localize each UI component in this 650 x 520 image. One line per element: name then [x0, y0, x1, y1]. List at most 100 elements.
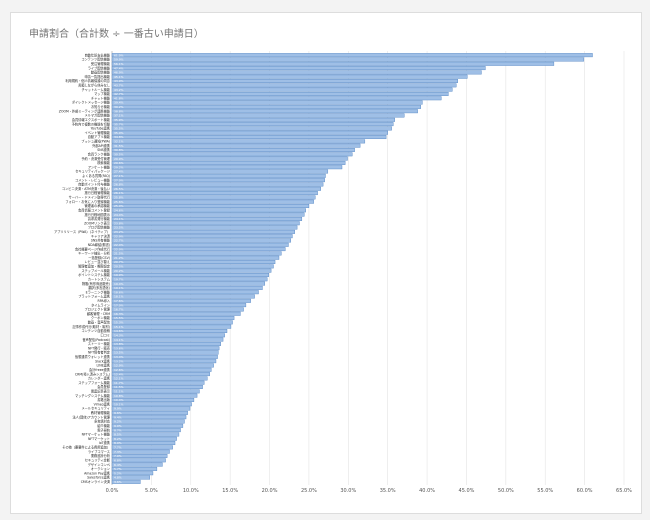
x-tick-label: 55.0% — [537, 488, 553, 494]
category-label: ステップフォーム機能 — [78, 380, 111, 385]
category-label: 旅行日程地図表示 — [85, 212, 111, 217]
bar — [111, 160, 346, 165]
category-label: コンテンツ配信機能 — [81, 57, 110, 62]
bar-value-label: 27.1% — [114, 174, 124, 178]
category-label: 会員ランク機能 — [88, 151, 111, 156]
category-label: ポイントシステム機能 — [78, 272, 111, 277]
bar-value-label: 22.9% — [114, 234, 124, 238]
bar-value-label: 16.7% — [114, 308, 124, 312]
x-tick-label: 20.0% — [262, 488, 278, 494]
category-label: 顧客管理・CRM — [87, 311, 110, 316]
bar — [111, 122, 394, 127]
bar — [111, 182, 324, 187]
bar — [111, 173, 326, 178]
bar-value-label: 6.4% — [114, 463, 122, 467]
bar — [111, 432, 180, 437]
category-label: クーポン機能 — [91, 315, 111, 320]
bar-value-label: 25.0% — [114, 204, 124, 208]
bar-value-label: 21.5% — [114, 252, 124, 256]
bar-value-label: 17.0% — [114, 303, 124, 307]
category-label: プラットフォーム連携 — [78, 294, 110, 299]
bar — [111, 350, 219, 355]
bar-value-label: 8.0% — [114, 441, 122, 445]
bar — [111, 428, 181, 433]
category-label: 検索機能 — [97, 160, 111, 165]
bar — [111, 272, 269, 277]
x-tick-label: 15.0% — [222, 488, 238, 494]
bar-value-label: 12.4% — [114, 372, 124, 376]
category-label: レビュー並び替え — [85, 259, 111, 264]
category-label: チャット機能 — [91, 95, 111, 100]
category-label: 会計freee連携 — [89, 367, 110, 372]
category-label: 会社概要ページ作成代行 — [75, 246, 111, 251]
category-label: アンケート機能 — [88, 164, 111, 169]
category-label: NFTマーケット機能 — [82, 432, 111, 437]
bar-value-label: 10.8% — [114, 394, 124, 398]
bar — [111, 397, 195, 402]
category-label: Slack連携 — [95, 358, 110, 363]
bar — [111, 91, 449, 96]
bar — [111, 208, 306, 213]
bar-value-label: 17.6% — [114, 299, 124, 303]
category-label: 教材管理機能 — [91, 410, 111, 415]
bar — [111, 212, 305, 217]
category-label: 請求書発行機能 — [88, 216, 111, 221]
bar — [111, 234, 293, 239]
bar — [111, 475, 151, 480]
bar — [111, 191, 318, 196]
x-tick-label: 65.0% — [616, 488, 632, 494]
bar-value-label: 10.4% — [114, 398, 124, 402]
bar-value-label: 3.6% — [114, 480, 122, 484]
bar-value-label: 35.0% — [114, 131, 124, 135]
bar — [111, 165, 343, 170]
bar-value-label: 26.8% — [114, 183, 124, 187]
category-label: セキュリティパッケージ — [75, 169, 110, 174]
bar — [111, 264, 274, 269]
bar-value-label: 18.1% — [114, 295, 124, 299]
bar-value-label: 23.8% — [114, 221, 124, 225]
category-label: SNS共有機能 — [91, 238, 111, 243]
bar — [111, 337, 224, 342]
category-label: IoT連携 — [99, 440, 110, 445]
bar-value-label: 12.1% — [114, 377, 124, 381]
category-label: 動画配信機能 — [91, 70, 111, 75]
category-label: Amazon Pay連携 — [84, 470, 110, 475]
bar — [111, 329, 228, 333]
category-label: LINE連携 — [97, 363, 111, 368]
bar — [111, 135, 387, 140]
bar — [111, 169, 329, 174]
bar — [111, 96, 442, 101]
bar — [111, 346, 220, 351]
bar — [111, 53, 593, 58]
category-label: ストーリー機能 — [88, 341, 111, 346]
category-label: メールセキュリティ — [82, 406, 111, 411]
category-label: 多言語対応 — [94, 419, 111, 424]
category-label: マップ機能 — [94, 91, 111, 96]
bar — [111, 393, 198, 398]
category-label: 受注管理機能 — [91, 61, 111, 66]
category-label: デザインコンペ — [88, 462, 110, 467]
bars: 61.0%59.9%56.1%47.4%46.9%45.1%43.9%43.7%… — [111, 53, 593, 484]
bar — [111, 83, 457, 88]
bar — [111, 229, 295, 234]
category-label: カートシステム — [88, 276, 110, 281]
bar-value-label: 12.6% — [114, 368, 124, 372]
category-label: 電子契約 — [97, 427, 110, 432]
bar — [111, 66, 486, 71]
category-label: セキュリティ診断 — [85, 457, 111, 462]
bar-value-label: 38.8% — [114, 109, 124, 113]
bar — [111, 311, 241, 316]
category-label: フォロー・お気に入り登録機能 — [65, 199, 110, 204]
bar-value-label: 27.4% — [114, 170, 124, 174]
bar — [111, 247, 286, 252]
bar-value-label: 30.8% — [114, 148, 124, 152]
category-label: 利用規約・個人情報保護の同意 — [65, 78, 110, 83]
bar — [111, 268, 272, 273]
bar — [111, 410, 188, 415]
category-labels: 自動仕訳支払機能コンテンツ配信機能受注管理機能ライブ配信機能動画配信機能申請一覧… — [54, 52, 111, 484]
bar-value-label: 32.1% — [114, 140, 124, 144]
bar — [111, 372, 210, 377]
bar-value-label: 42.7% — [114, 92, 124, 96]
bar — [111, 445, 173, 450]
